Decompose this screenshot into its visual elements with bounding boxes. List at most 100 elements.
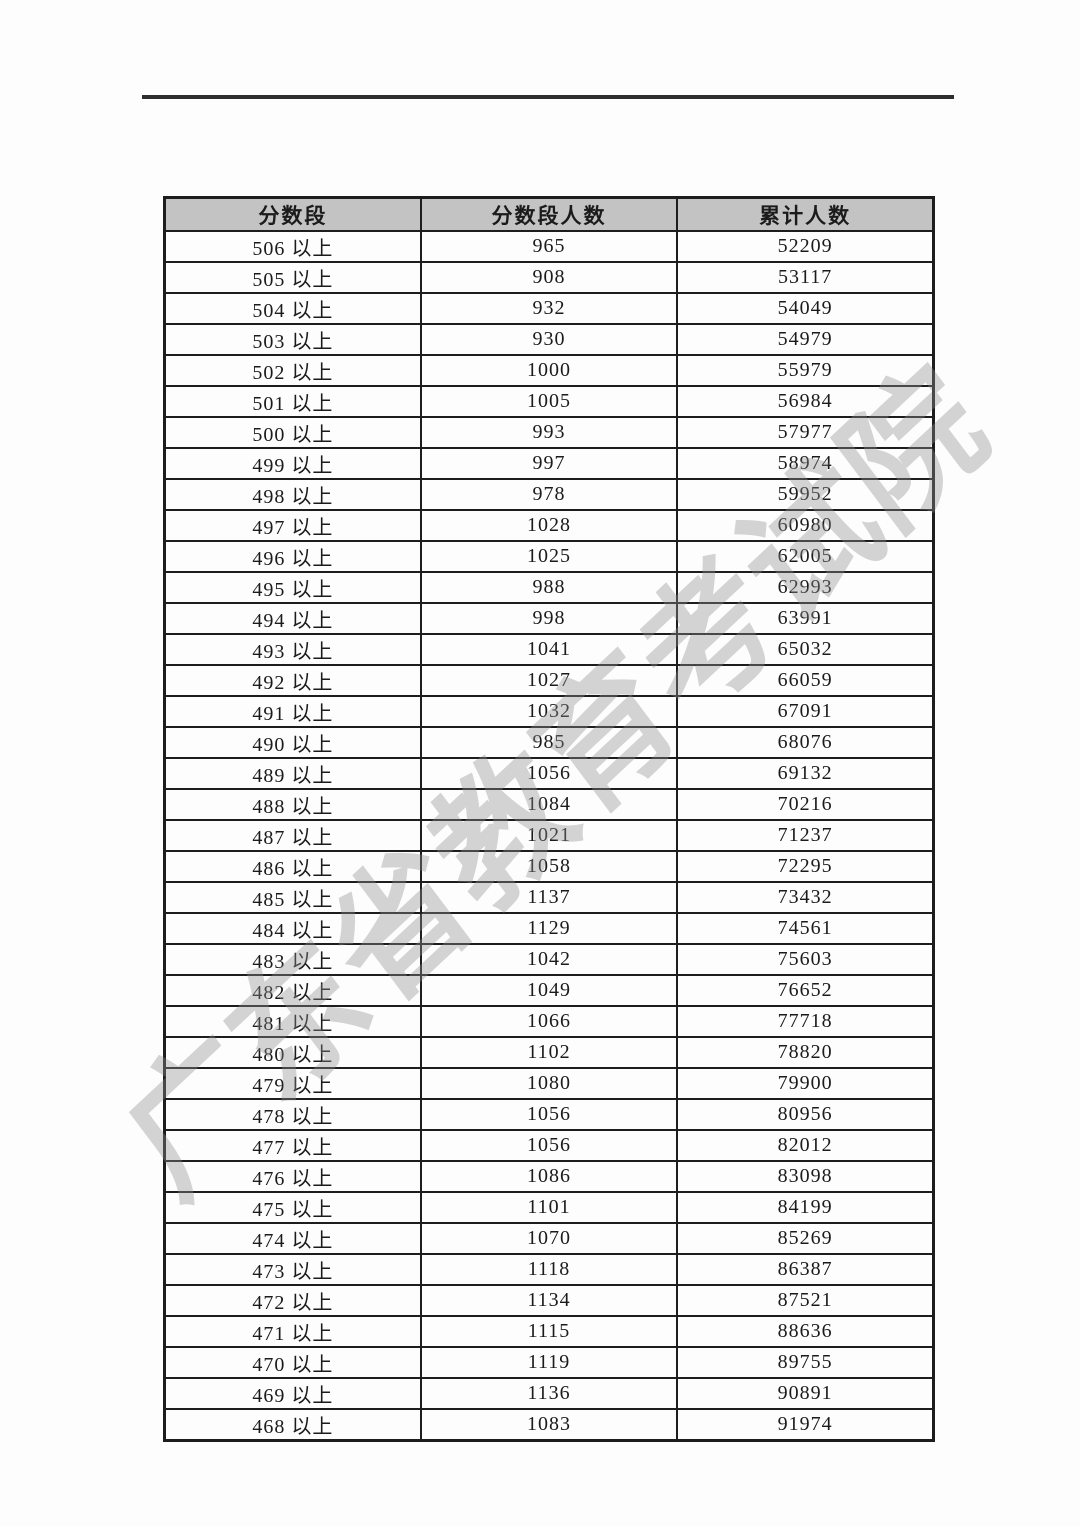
- score-range-cell: 479 以上: [163, 1067, 422, 1100]
- score-range-cell: 476 以上: [163, 1160, 422, 1193]
- header-divider-line: [142, 95, 954, 99]
- score-distribution-table: 分数段 分数段人数 累计人数 506 以上 965 52209 505 以上 9…: [163, 196, 935, 1442]
- cumulative-count-cell: 87521: [676, 1284, 935, 1317]
- table-row: 505 以上 908 53117: [163, 261, 935, 294]
- cumulative-count-cell: 84199: [676, 1191, 935, 1224]
- table-row: 482 以上 1049 76652: [163, 974, 935, 1007]
- segment-count-cell: 1041: [419, 633, 679, 666]
- cumulative-count-cell: 83098: [676, 1160, 935, 1193]
- table-row: 489 以上 1056 69132: [163, 757, 935, 790]
- table-row: 488 以上 1084 70216: [163, 788, 935, 821]
- table-row: 474 以上 1070 85269: [163, 1222, 935, 1255]
- table-row: 477 以上 1056 82012: [163, 1129, 935, 1162]
- cumulative-count-cell: 91974: [676, 1408, 935, 1442]
- score-range-cell: 488 以上: [163, 788, 422, 821]
- cumulative-count-cell: 59952: [676, 478, 935, 511]
- cumulative-count-cell: 88636: [676, 1315, 935, 1348]
- segment-count-cell: 1049: [419, 974, 679, 1007]
- score-range-cell: 489 以上: [163, 757, 422, 790]
- cumulative-count-cell: 69132: [676, 757, 935, 790]
- segment-count-cell: 1056: [419, 757, 679, 790]
- segment-count-cell: 1056: [419, 1129, 679, 1162]
- score-range-cell: 501 以上: [163, 385, 422, 418]
- cumulative-count-cell: 68076: [676, 726, 935, 759]
- cumulative-count-cell: 82012: [676, 1129, 935, 1162]
- score-range-cell: 492 以上: [163, 664, 422, 697]
- table-row: 481 以上 1066 77718: [163, 1005, 935, 1038]
- score-range-cell: 480 以上: [163, 1036, 422, 1069]
- score-range-cell: 506 以上: [163, 230, 422, 263]
- score-range-cell: 477 以上: [163, 1129, 422, 1162]
- table-row: 469 以上 1136 90891: [163, 1377, 935, 1410]
- table-row: 501 以上 1005 56984: [163, 385, 935, 418]
- cumulative-count-cell: 72295: [676, 850, 935, 883]
- score-range-cell: 504 以上: [163, 292, 422, 325]
- segment-count-cell: 1136: [419, 1377, 679, 1410]
- cumulative-count-cell: 86387: [676, 1253, 935, 1286]
- table-row: 494 以上 998 63991: [163, 602, 935, 635]
- segment-count-cell: 998: [419, 602, 679, 635]
- table-row: 479 以上 1080 79900: [163, 1067, 935, 1100]
- table-body: 506 以上 965 52209 505 以上 908 53117 504 以上…: [163, 230, 935, 1442]
- segment-count-cell: 993: [419, 416, 679, 449]
- segment-count-cell: 1066: [419, 1005, 679, 1038]
- column-header-cumulative-count: 累计人数: [676, 196, 935, 232]
- table-row: 473 以上 1118 86387: [163, 1253, 935, 1286]
- score-range-cell: 486 以上: [163, 850, 422, 883]
- score-range-cell: 499 以上: [163, 447, 422, 480]
- segment-count-cell: 1058: [419, 850, 679, 883]
- score-range-cell: 485 以上: [163, 881, 422, 914]
- table-row: 502 以上 1000 55979: [163, 354, 935, 387]
- segment-count-cell: 1084: [419, 788, 679, 821]
- segment-count-cell: 1032: [419, 695, 679, 728]
- cumulative-count-cell: 74561: [676, 912, 935, 945]
- score-range-cell: 490 以上: [163, 726, 422, 759]
- segment-count-cell: 1129: [419, 912, 679, 945]
- cumulative-count-cell: 65032: [676, 633, 935, 666]
- score-range-cell: 475 以上: [163, 1191, 422, 1224]
- cumulative-count-cell: 75603: [676, 943, 935, 976]
- segment-count-cell: 1005: [419, 385, 679, 418]
- table-row: 498 以上 978 59952: [163, 478, 935, 511]
- segment-count-cell: 988: [419, 571, 679, 604]
- score-range-cell: 478 以上: [163, 1098, 422, 1131]
- cumulative-count-cell: 56984: [676, 385, 935, 418]
- segment-count-cell: 1042: [419, 943, 679, 976]
- score-range-cell: 502 以上: [163, 354, 422, 387]
- cumulative-count-cell: 53117: [676, 261, 935, 294]
- table-row: 476 以上 1086 83098: [163, 1160, 935, 1193]
- score-range-cell: 497 以上: [163, 509, 422, 542]
- cumulative-count-cell: 58974: [676, 447, 935, 480]
- score-range-cell: 491 以上: [163, 695, 422, 728]
- table-row: 490 以上 985 68076: [163, 726, 935, 759]
- segment-count-cell: 1137: [419, 881, 679, 914]
- table-row: 470 以上 1119 89755: [163, 1346, 935, 1379]
- score-range-cell: 468 以上: [163, 1408, 422, 1442]
- table-row: 503 以上 930 54979: [163, 323, 935, 356]
- table-row: 483 以上 1042 75603: [163, 943, 935, 976]
- cumulative-count-cell: 54049: [676, 292, 935, 325]
- table-row: 496 以上 1025 62005: [163, 540, 935, 573]
- cumulative-count-cell: 71237: [676, 819, 935, 852]
- score-range-cell: 494 以上: [163, 602, 422, 635]
- cumulative-count-cell: 77718: [676, 1005, 935, 1038]
- cumulative-count-cell: 73432: [676, 881, 935, 914]
- table-row: 485 以上 1137 73432: [163, 881, 935, 914]
- segment-count-cell: 1118: [419, 1253, 679, 1286]
- score-range-cell: 481 以上: [163, 1005, 422, 1038]
- score-range-cell: 493 以上: [163, 633, 422, 666]
- score-range-cell: 470 以上: [163, 1346, 422, 1379]
- table-row: 493 以上 1041 65032: [163, 633, 935, 666]
- table-row: 492 以上 1027 66059: [163, 664, 935, 697]
- score-range-cell: 469 以上: [163, 1377, 422, 1410]
- score-range-cell: 487 以上: [163, 819, 422, 852]
- table-row: 471 以上 1115 88636: [163, 1315, 935, 1348]
- score-range-cell: 505 以上: [163, 261, 422, 294]
- segment-count-cell: 1056: [419, 1098, 679, 1131]
- column-header-score-range: 分数段: [163, 196, 422, 232]
- cumulative-count-cell: 66059: [676, 664, 935, 697]
- score-range-cell: 484 以上: [163, 912, 422, 945]
- cumulative-count-cell: 54979: [676, 323, 935, 356]
- cumulative-count-cell: 89755: [676, 1346, 935, 1379]
